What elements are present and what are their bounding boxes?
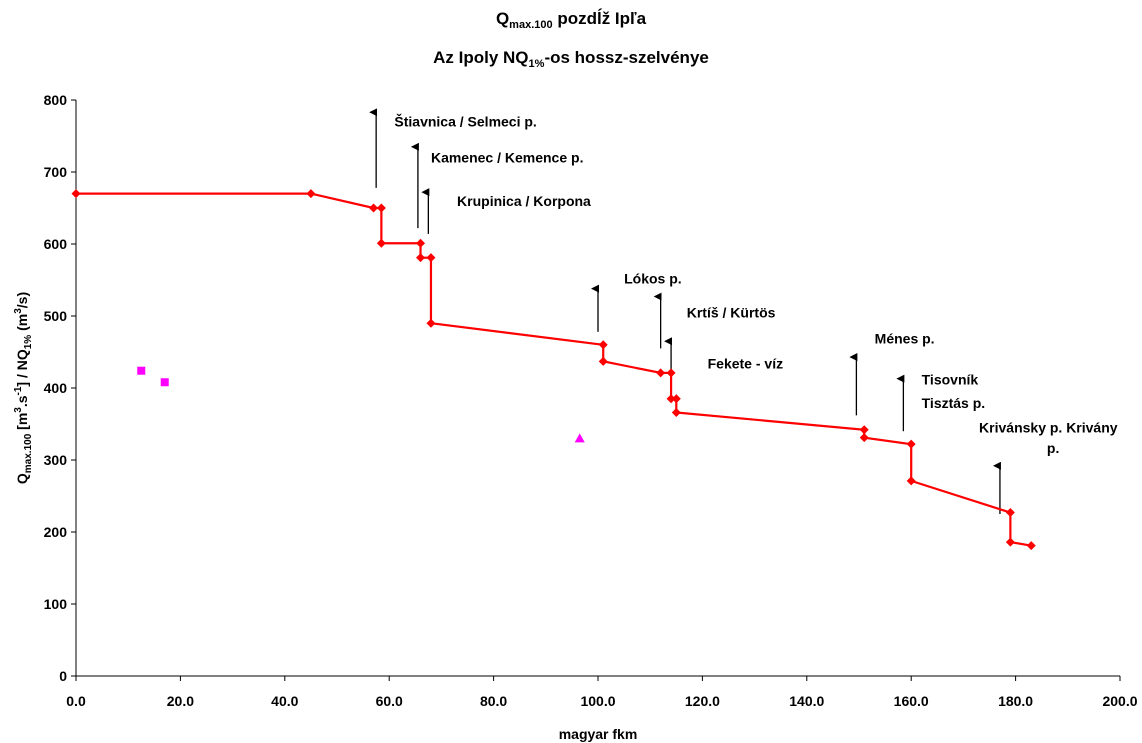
annotation-label: Lókos p. bbox=[624, 271, 682, 287]
data-point-diamond bbox=[859, 433, 869, 443]
data-point-diamond bbox=[71, 189, 81, 199]
y-tick-label: 600 bbox=[44, 236, 68, 252]
data-point-diamond bbox=[376, 203, 386, 213]
axes bbox=[71, 99, 1121, 681]
annotation-label: Krtíš / Kürtös bbox=[687, 304, 776, 320]
data-point-diamond bbox=[426, 318, 436, 328]
data-point-diamond bbox=[369, 203, 379, 213]
data-point-diamond bbox=[306, 189, 316, 199]
x-axis-label: magyar fkm bbox=[559, 726, 638, 742]
chart-title-line1: Qmax.100 pozdĺž Ipľa bbox=[496, 8, 647, 31]
x-tick-label: 80.0 bbox=[480, 693, 507, 709]
x-tick-label: 160.0 bbox=[894, 693, 929, 709]
y-tick-label: 300 bbox=[44, 452, 68, 468]
data-point-diamond bbox=[598, 340, 608, 350]
y-tick-label: 500 bbox=[44, 308, 68, 324]
y-tick-label: 400 bbox=[44, 380, 68, 396]
data-point-diamond bbox=[426, 253, 436, 263]
data-point-diamond bbox=[906, 476, 916, 486]
data-point-diamond bbox=[416, 253, 426, 263]
x-tick-label: 40.0 bbox=[271, 693, 298, 709]
data-point-square bbox=[137, 366, 146, 375]
data-point-diamond bbox=[1026, 541, 1036, 551]
data-point-diamond bbox=[376, 238, 386, 248]
data-point-diamond bbox=[416, 238, 426, 248]
x-tick-label: 60.0 bbox=[376, 693, 403, 709]
x-tick-label: 200.0 bbox=[1102, 693, 1137, 709]
annotation-label: Tisztás p. bbox=[922, 395, 986, 411]
data-point-diamond bbox=[598, 356, 608, 366]
data-point-diamond bbox=[859, 425, 869, 435]
chart-title-line2: Az Ipoly NQ1%-os hossz-szelvénye bbox=[433, 48, 709, 70]
data-point-diamond bbox=[1005, 508, 1015, 518]
data-point-square bbox=[160, 378, 169, 387]
x-tick-label: 120.0 bbox=[685, 693, 720, 709]
annotation-label: Kamenec / Kemence p. bbox=[431, 150, 584, 166]
y-tick-label: 200 bbox=[44, 524, 68, 540]
annotation-label: p. bbox=[1047, 440, 1059, 456]
y-tick-label: 100 bbox=[44, 596, 68, 612]
x-tick-label: 100.0 bbox=[580, 693, 615, 709]
data-point-triangle bbox=[574, 433, 585, 443]
tick-labels: 0 100 200 300 400 500 600 700 800 0.0 20.0 40.0 60.0… bbox=[44, 92, 1138, 709]
annotation-label: Krupinica / Korpona bbox=[457, 193, 591, 209]
annotations: Štiavnica / Selmeci p. Kamenec / Kemence … bbox=[394, 113, 1117, 456]
annotation-label: Krivánsky p. Krivány bbox=[979, 420, 1118, 436]
series-line bbox=[76, 192, 1032, 547]
data-point-diamond bbox=[666, 394, 676, 404]
data-point-diamond bbox=[906, 439, 916, 449]
y-tick-label: 0 bbox=[59, 668, 67, 684]
data-point-diamond bbox=[671, 394, 681, 404]
annotation-label: Tisovník bbox=[922, 371, 979, 387]
y-tick-label: 800 bbox=[44, 92, 68, 108]
annotation-arrows bbox=[369, 108, 1001, 514]
data-point-diamond bbox=[671, 407, 681, 417]
annotation-label: Štiavnica / Selmeci p. bbox=[394, 113, 536, 130]
annotation-label: Ménes p. bbox=[875, 330, 935, 346]
data-point-diamond bbox=[666, 368, 676, 378]
y-tick-label: 700 bbox=[44, 164, 68, 180]
x-tick-label: 180.0 bbox=[998, 693, 1033, 709]
x-tick-label: 20.0 bbox=[167, 693, 194, 709]
x-tick-label: 0.0 bbox=[66, 693, 86, 709]
data-point-diamond bbox=[656, 368, 666, 378]
data-point-diamond bbox=[1005, 537, 1015, 547]
annotation-label: Fekete - víz bbox=[708, 356, 783, 372]
y-axis-label: Qmax.100 [m3.s-1] / NQ1% (m3/s) bbox=[13, 292, 34, 484]
x-tick-label: 140.0 bbox=[789, 693, 824, 709]
series bbox=[71, 189, 1036, 551]
